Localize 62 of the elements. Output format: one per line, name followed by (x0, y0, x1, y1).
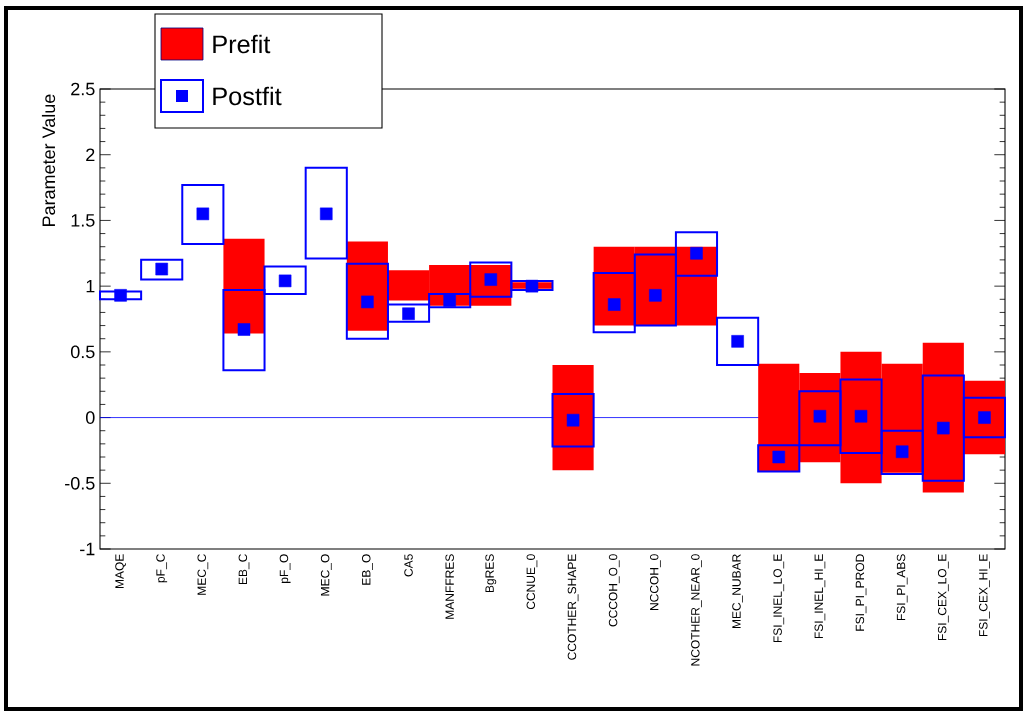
x-tick-label: MEC_O (320, 554, 332, 596)
bar (304, 166, 348, 260)
point (895, 445, 909, 459)
point (278, 274, 292, 288)
point (484, 273, 498, 286)
point (525, 279, 539, 293)
x-tick-label: CCNUE_0 (526, 554, 538, 610)
x-tick-label: MEC_C (197, 554, 209, 595)
point (237, 323, 251, 336)
point (607, 298, 621, 311)
y-tick-label: 1 (86, 279, 95, 293)
point (402, 307, 415, 321)
x-tick-label: FSI_CEX_LO_E (937, 554, 949, 641)
x-tick-label: MANFFRES (445, 554, 454, 619)
bar (552, 365, 594, 471)
y-tick-label: 1.5 (71, 214, 95, 227)
x-tick-label: EB_C (238, 554, 250, 585)
y-tick-label: -1 (80, 542, 95, 556)
x-tick-label: FSI_PI_ABS (896, 554, 908, 621)
point (566, 413, 580, 427)
x-tick-label: CCCOH_O_0 (608, 554, 620, 627)
point (772, 450, 786, 464)
bar (716, 316, 760, 366)
x-tick-label: pF_O (279, 554, 291, 583)
bar (99, 290, 143, 301)
point (361, 295, 374, 309)
y-tick-label: -0.5 (65, 476, 95, 490)
y-tick-label: 0 (85, 411, 95, 424)
y-tick-label: 2.5 (71, 82, 95, 96)
point (690, 247, 703, 260)
x-tick-label: CCOTHER_SHAPE (567, 554, 579, 660)
y-tick-label: 0.5 (70, 345, 95, 359)
y-axis-title: Parameter Value (41, 94, 56, 226)
x-tick-label: CA5 (404, 554, 413, 577)
legend-label: Postfit (213, 86, 282, 106)
x-tick-label: FSI_CEX_HI_E (979, 554, 990, 637)
bar (223, 238, 265, 334)
point (854, 409, 868, 423)
x-tick-label: BgRES (485, 554, 497, 593)
point (649, 289, 662, 302)
point (443, 294, 456, 307)
point (319, 207, 333, 221)
x-tick-label: EB_O (362, 554, 373, 585)
point (731, 335, 744, 348)
point (813, 409, 827, 423)
x-tick-label: NCCOH_0 (649, 554, 661, 611)
x-tick-label: NCOTHER_NEAR_0 (691, 554, 702, 666)
y-tick-label: 2 (86, 148, 95, 161)
point (978, 411, 991, 424)
x-tick-label: FSI_INEL_HI_E (814, 554, 826, 639)
x-tick-label: MAQE (115, 554, 126, 589)
bar (181, 183, 225, 246)
point (114, 289, 127, 302)
point (155, 262, 168, 276)
legend-label: Prefit (213, 34, 271, 54)
point (937, 421, 950, 435)
bar (140, 258, 184, 281)
x-tick-label: FSI_PI_PROD (855, 554, 867, 631)
point (196, 207, 210, 221)
x-tick-label: pF_C (156, 554, 168, 583)
x-tick-label: MEC_NUBAR (732, 554, 743, 629)
x-tick-label: FSI_INEL_LO_E (773, 554, 785, 643)
